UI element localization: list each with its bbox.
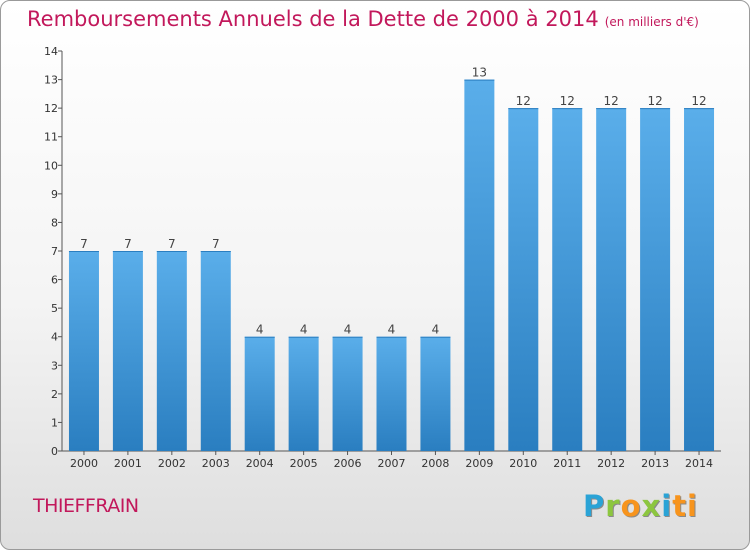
x-tick-label: 2003 <box>202 457 230 470</box>
x-tick-label: 2006 <box>334 457 362 470</box>
chart-unit: (en milliers d'€) <box>604 15 699 29</box>
x-tick-label: 2008 <box>421 457 449 470</box>
logo-letter: ti <box>672 489 698 523</box>
chart-title: Remboursements Annuels de la Dette de 20… <box>27 7 699 31</box>
x-tick-label: 2005 <box>290 457 318 470</box>
data-label: 12 <box>647 94 662 108</box>
bar <box>508 108 539 452</box>
bar <box>552 108 583 452</box>
chart-bars <box>68 79 715 452</box>
data-label: 12 <box>691 94 706 108</box>
data-label: 4 <box>300 323 308 337</box>
y-tick-label: 2 <box>51 388 58 401</box>
bar <box>376 336 407 451</box>
y-tick-label: 0 <box>51 445 58 458</box>
chart-data-labels: 7 7 7 7 4 4 4 4 4 13 12 12 12 12 12 <box>80 66 707 337</box>
bar <box>156 251 187 451</box>
x-tick-label: 2010 <box>509 457 537 470</box>
data-label: 7 <box>212 237 220 251</box>
y-tick-label: 9 <box>51 188 58 201</box>
proxiti-logo: Proxiti <box>583 489 698 523</box>
data-label: 4 <box>432 323 440 337</box>
bar <box>332 336 363 451</box>
y-tick-label: 11 <box>44 131 58 144</box>
commune-name: THIEFFRAIN <box>33 495 139 517</box>
x-tick-label: 2000 <box>70 457 98 470</box>
data-label: 4 <box>256 323 264 337</box>
data-label: 4 <box>388 323 396 337</box>
logo-letter: r <box>605 489 621 523</box>
logo-letter: P <box>583 489 606 523</box>
data-label: 12 <box>560 94 575 108</box>
y-tick-label: 7 <box>51 245 58 258</box>
x-tick-label: 2012 <box>597 457 625 470</box>
data-label: 12 <box>516 94 531 108</box>
y-tick-label: 3 <box>51 359 58 372</box>
y-tick-label: 12 <box>44 102 58 115</box>
data-label: 13 <box>472 66 487 80</box>
x-tick-label: 2004 <box>246 457 274 470</box>
bar <box>640 108 671 452</box>
data-label: 7 <box>124 237 132 251</box>
bar <box>288 336 319 451</box>
bar <box>684 108 715 452</box>
bar <box>596 108 627 452</box>
bar <box>200 251 231 451</box>
bar <box>464 79 495 452</box>
logo-letter: i <box>661 489 673 523</box>
bar <box>420 336 451 451</box>
x-tick-label: 2011 <box>553 457 581 470</box>
x-tick-label: 2002 <box>158 457 186 470</box>
chart-title-text: Remboursements Annuels de la Dette de 20… <box>27 7 599 31</box>
bar <box>68 251 99 451</box>
data-label: 7 <box>80 237 88 251</box>
data-label: 7 <box>168 237 176 251</box>
bar <box>112 251 143 451</box>
x-tick-label: 2014 <box>685 457 713 470</box>
x-tick-label: 2007 <box>378 457 406 470</box>
data-label: 12 <box>604 94 619 108</box>
x-tick-label: 2001 <box>114 457 142 470</box>
x-tick-label: 2009 <box>465 457 493 470</box>
y-tick-label: 8 <box>51 216 58 229</box>
logo-letter: o <box>620 489 642 523</box>
logo-letter: x <box>641 489 662 523</box>
y-tick-label: 6 <box>51 274 58 287</box>
y-tick-label: 10 <box>44 159 58 172</box>
bar <box>244 336 275 451</box>
y-tick-label: 4 <box>51 331 58 344</box>
y-tick-label: 14 <box>44 45 58 58</box>
y-tick-label: 13 <box>44 74 58 87</box>
data-label: 4 <box>344 323 352 337</box>
y-tick-label: 1 <box>51 416 58 429</box>
y-tick-label: 5 <box>51 302 58 315</box>
x-tick-label: 2013 <box>641 457 669 470</box>
